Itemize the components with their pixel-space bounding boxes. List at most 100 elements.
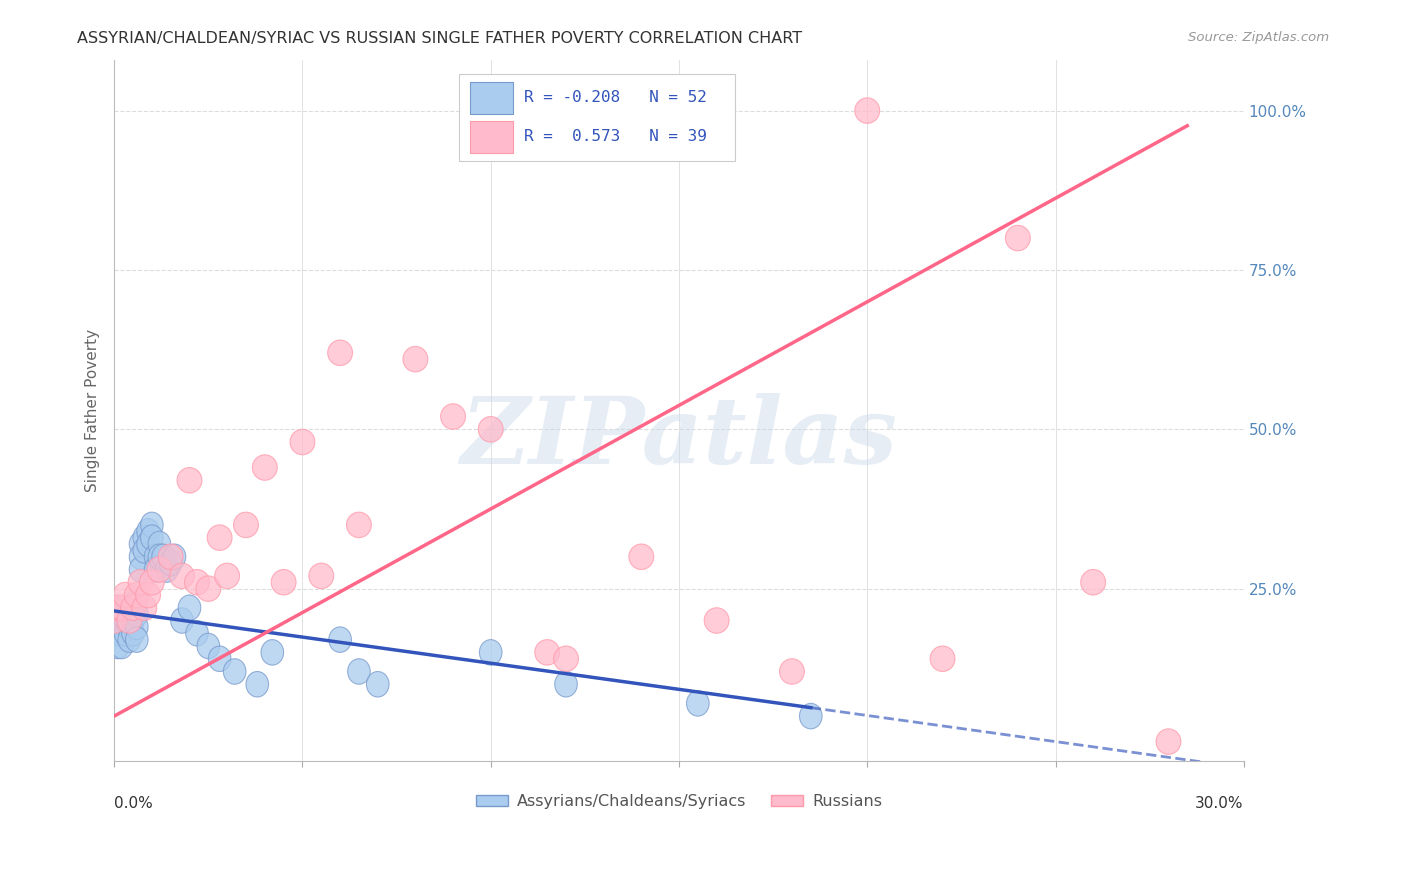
Ellipse shape (110, 595, 134, 621)
Ellipse shape (111, 607, 134, 633)
Ellipse shape (136, 532, 159, 557)
Ellipse shape (800, 704, 823, 729)
Ellipse shape (177, 467, 202, 493)
Ellipse shape (107, 633, 129, 659)
Ellipse shape (290, 429, 315, 455)
Ellipse shape (129, 557, 152, 582)
Text: 30.0%: 30.0% (1195, 796, 1244, 811)
Ellipse shape (197, 633, 219, 659)
Ellipse shape (309, 563, 333, 589)
Ellipse shape (184, 569, 209, 595)
FancyBboxPatch shape (470, 82, 513, 113)
Ellipse shape (195, 576, 221, 601)
Ellipse shape (103, 595, 125, 621)
Ellipse shape (141, 524, 163, 550)
Ellipse shape (148, 532, 170, 557)
Ellipse shape (152, 544, 174, 569)
Ellipse shape (148, 557, 172, 582)
Ellipse shape (404, 346, 427, 372)
Ellipse shape (215, 563, 239, 589)
Ellipse shape (440, 404, 465, 429)
Y-axis label: Single Father Poverty: Single Father Poverty (86, 328, 100, 491)
Ellipse shape (111, 621, 134, 646)
Ellipse shape (117, 607, 142, 633)
Ellipse shape (252, 455, 277, 480)
Text: ZIPatlas: ZIPatlas (461, 393, 897, 483)
Ellipse shape (114, 607, 136, 633)
Ellipse shape (128, 569, 153, 595)
Ellipse shape (328, 340, 353, 366)
Ellipse shape (107, 607, 129, 633)
Ellipse shape (367, 672, 389, 697)
Ellipse shape (145, 544, 167, 569)
FancyBboxPatch shape (470, 121, 513, 153)
Ellipse shape (233, 512, 259, 538)
Ellipse shape (779, 659, 804, 684)
Ellipse shape (534, 640, 560, 665)
Ellipse shape (121, 595, 145, 621)
Ellipse shape (186, 621, 208, 646)
Ellipse shape (141, 512, 163, 538)
Ellipse shape (208, 646, 231, 672)
Ellipse shape (159, 550, 181, 576)
Ellipse shape (156, 557, 179, 582)
Ellipse shape (170, 607, 193, 633)
Text: R =  0.573   N = 39: R = 0.573 N = 39 (524, 129, 707, 145)
Ellipse shape (163, 544, 186, 569)
Ellipse shape (107, 621, 129, 646)
Ellipse shape (135, 582, 160, 607)
Ellipse shape (207, 524, 232, 550)
Ellipse shape (122, 621, 145, 646)
Ellipse shape (347, 659, 370, 684)
Ellipse shape (145, 557, 167, 582)
Ellipse shape (246, 672, 269, 697)
Ellipse shape (148, 544, 170, 569)
Ellipse shape (179, 595, 201, 621)
Legend: Assyrians/Chaldeans/Syriacs, Russians: Assyrians/Chaldeans/Syriacs, Russians (470, 788, 889, 816)
Ellipse shape (112, 582, 138, 607)
Ellipse shape (271, 569, 297, 595)
Ellipse shape (346, 512, 371, 538)
Ellipse shape (159, 544, 183, 569)
Ellipse shape (125, 627, 148, 652)
Ellipse shape (129, 532, 152, 557)
Ellipse shape (554, 646, 578, 672)
Text: Source: ZipAtlas.com: Source: ZipAtlas.com (1188, 31, 1329, 45)
Ellipse shape (118, 614, 141, 640)
Ellipse shape (114, 595, 136, 621)
Ellipse shape (114, 621, 136, 646)
Ellipse shape (129, 544, 152, 569)
Ellipse shape (478, 417, 503, 442)
Ellipse shape (855, 98, 880, 123)
Ellipse shape (125, 614, 148, 640)
Ellipse shape (105, 595, 131, 621)
Ellipse shape (136, 518, 159, 544)
Ellipse shape (118, 601, 141, 627)
Ellipse shape (170, 563, 194, 589)
Ellipse shape (555, 672, 578, 697)
Ellipse shape (125, 601, 148, 627)
Ellipse shape (134, 538, 156, 563)
Ellipse shape (122, 595, 145, 621)
Ellipse shape (132, 595, 156, 621)
Ellipse shape (1081, 569, 1105, 595)
Text: 0.0%: 0.0% (114, 796, 153, 811)
Ellipse shape (118, 627, 141, 652)
Ellipse shape (704, 607, 730, 633)
Ellipse shape (224, 659, 246, 684)
FancyBboxPatch shape (458, 74, 735, 161)
Ellipse shape (101, 607, 127, 633)
Ellipse shape (628, 544, 654, 569)
Ellipse shape (479, 640, 502, 665)
Ellipse shape (686, 690, 709, 716)
Ellipse shape (1005, 226, 1031, 251)
Ellipse shape (1156, 729, 1181, 755)
Text: ASSYRIAN/CHALDEAN/SYRIAC VS RUSSIAN SINGLE FATHER POVERTY CORRELATION CHART: ASSYRIAN/CHALDEAN/SYRIAC VS RUSSIAN SING… (77, 31, 803, 46)
Ellipse shape (125, 589, 148, 614)
Ellipse shape (111, 633, 134, 659)
Ellipse shape (329, 627, 352, 652)
Ellipse shape (122, 607, 145, 633)
Ellipse shape (134, 524, 156, 550)
Ellipse shape (931, 646, 955, 672)
Ellipse shape (124, 582, 149, 607)
